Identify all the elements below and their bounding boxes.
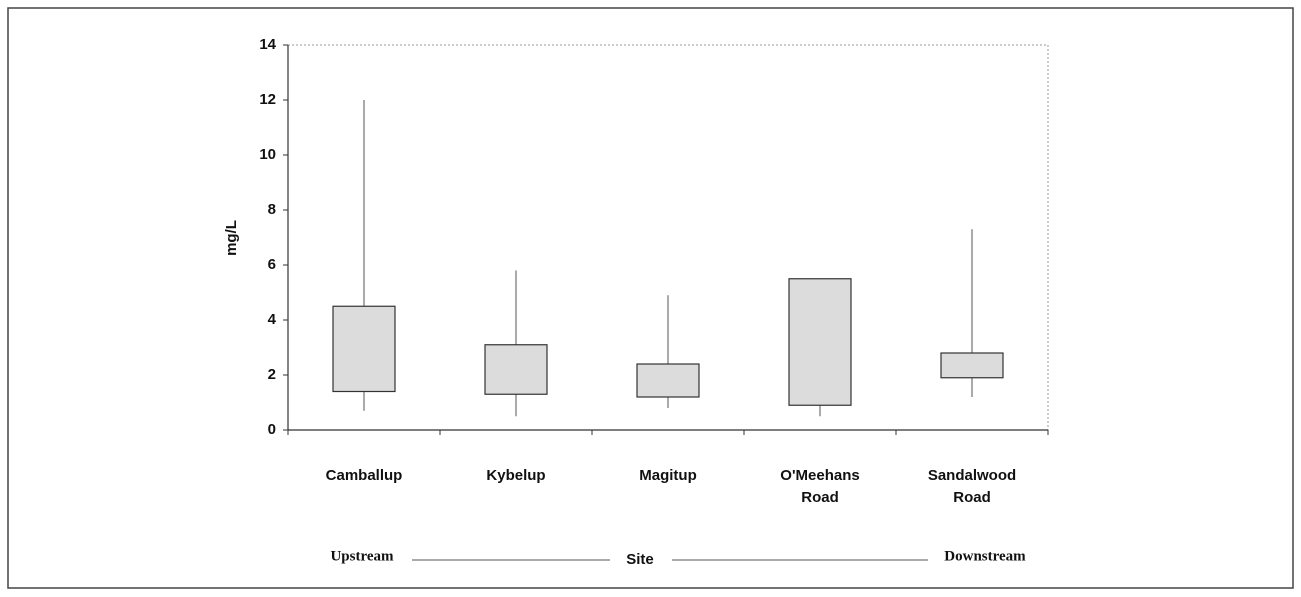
box — [940, 352, 1004, 379]
y-tick-label: 6 — [268, 256, 276, 273]
y-tick-label: 0 — [268, 421, 276, 438]
y-tick-label: 12 — [259, 91, 276, 108]
y-tick-label: 8 — [268, 201, 276, 218]
x-tick-label: Kybelup — [486, 467, 545, 484]
box — [788, 278, 852, 406]
annotation: Upstream — [330, 548, 394, 564]
x-tick-label: Sandalwood Road — [928, 467, 1016, 506]
y-axis-label: mg/L — [223, 220, 240, 256]
frame — [7, 7, 1294, 589]
box — [484, 344, 548, 395]
x-tick-label: Magitup — [639, 467, 697, 484]
y-tick-label: 4 — [268, 311, 277, 328]
y-tick-label: 14 — [259, 36, 276, 53]
y-tick-label: 10 — [259, 146, 276, 163]
x-axis-label: Site — [626, 551, 654, 568]
x-tick-label: O'Meehans Road — [780, 467, 859, 506]
y-tick-label: 2 — [268, 366, 276, 383]
box — [332, 305, 396, 393]
box — [636, 363, 700, 398]
annotation: Downstream — [944, 548, 1026, 564]
x-tick-label: Camballup — [326, 467, 403, 484]
